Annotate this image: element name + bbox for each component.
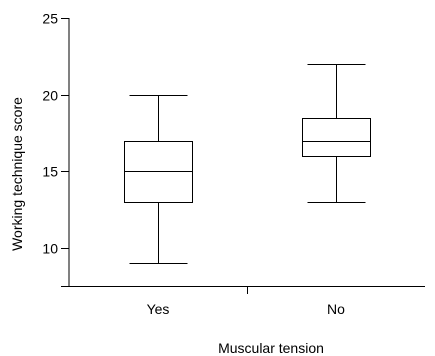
iqr-box [302,118,371,157]
y-tick-label: 15 [42,164,58,180]
x-axis-title: Muscular tension [218,340,324,356]
x-tick-label: No [327,301,345,317]
x-tick-label: Yes [147,301,170,317]
box-no [302,64,371,203]
y-axis: 10 15 20 25 [42,11,70,286]
boxes [124,64,371,264]
box-yes [124,95,193,264]
y-tick-label: 25 [42,11,58,27]
y-tick-label: 20 [42,88,58,104]
y-axis-title: Working technique score [9,97,25,251]
x-axis: Yes No [61,286,425,317]
y-tick-label: 10 [42,241,58,257]
